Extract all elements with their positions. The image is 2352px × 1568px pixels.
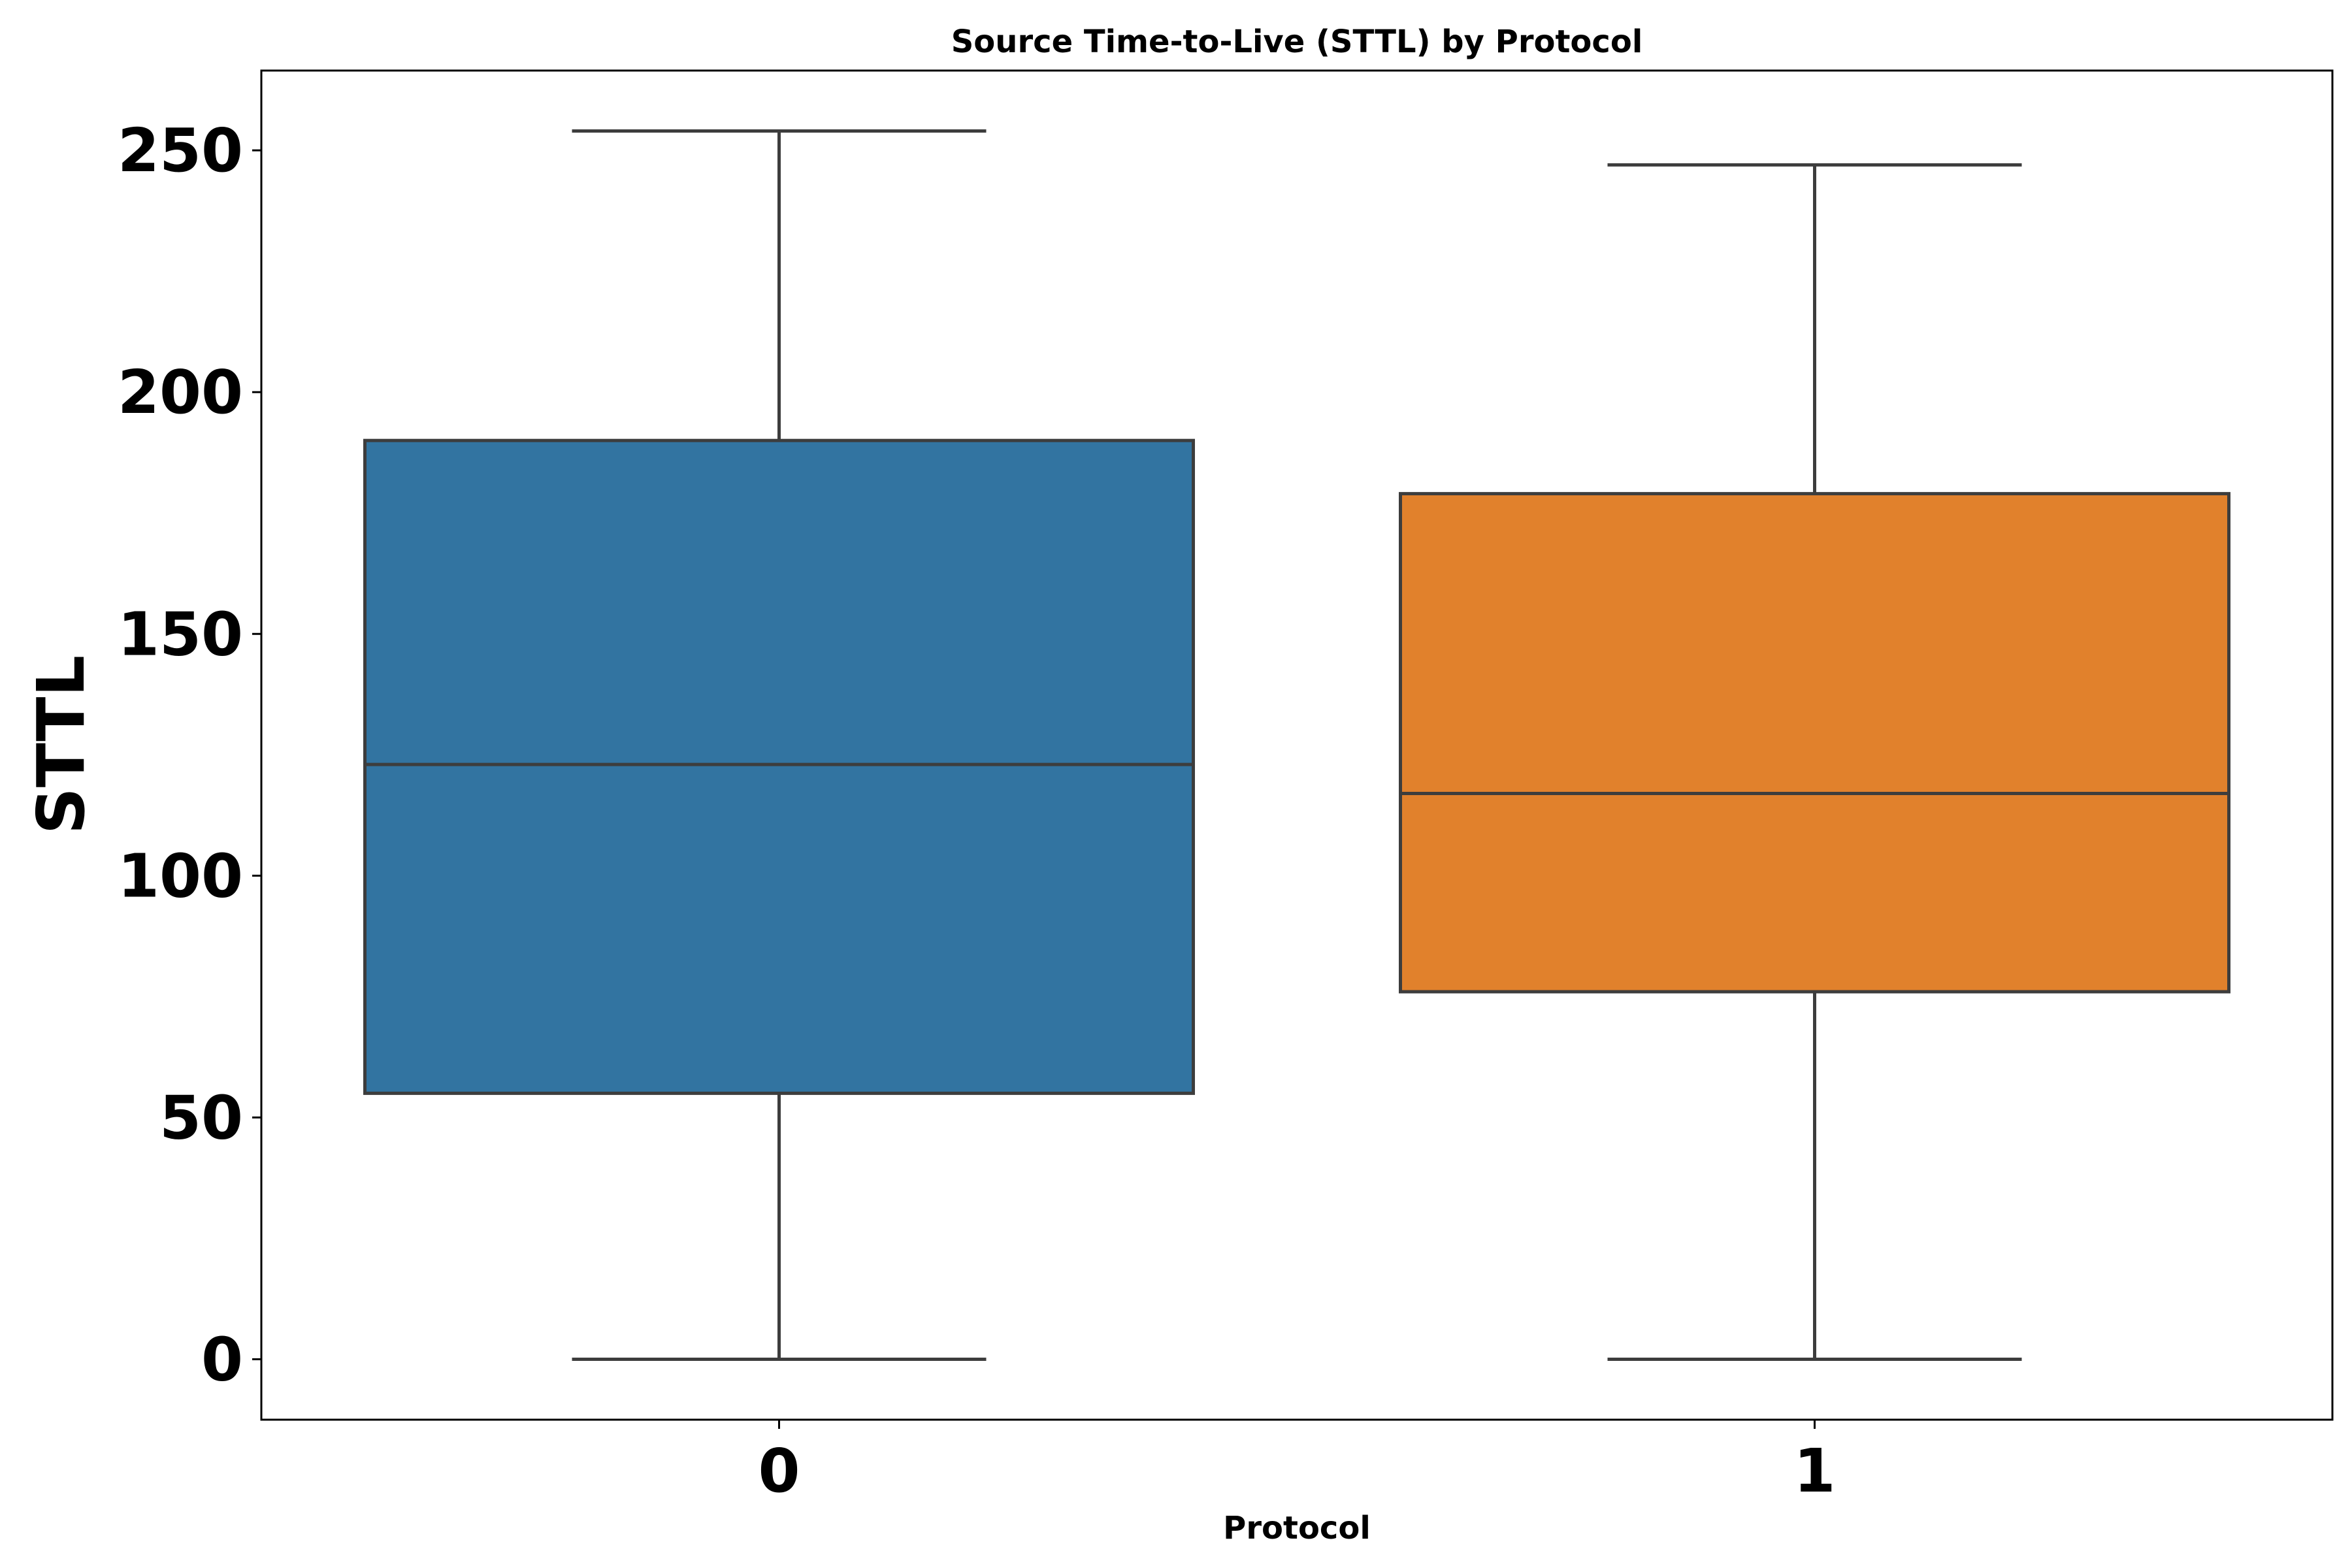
y-tick-label: 50 (159, 1083, 243, 1152)
plot-area (363, 129, 2230, 1361)
y-axis: 0 50 100 150 200 250 (118, 116, 261, 1394)
y-tick-label: 150 (118, 599, 243, 669)
y-axis-label: STTL (23, 655, 99, 834)
chart-title: Source Time-to-Live (STTL) by Protocol (951, 24, 1643, 60)
x-tick-label: 0 (758, 1436, 800, 1506)
box-group-1 (1399, 163, 2230, 1361)
y-tick-label: 200 (118, 357, 243, 427)
box-iqr (1399, 492, 2230, 994)
x-tick-label: 1 (1793, 1436, 1835, 1506)
x-axis-label: Protocol (1223, 1510, 1371, 1546)
box-iqr (363, 438, 1195, 1095)
y-tick-label: 100 (118, 841, 243, 911)
axes-frame (260, 69, 2334, 1421)
y-tick-label: 0 (201, 1324, 243, 1394)
box-group-0 (363, 129, 1195, 1361)
y-tick-label: 250 (118, 116, 243, 186)
